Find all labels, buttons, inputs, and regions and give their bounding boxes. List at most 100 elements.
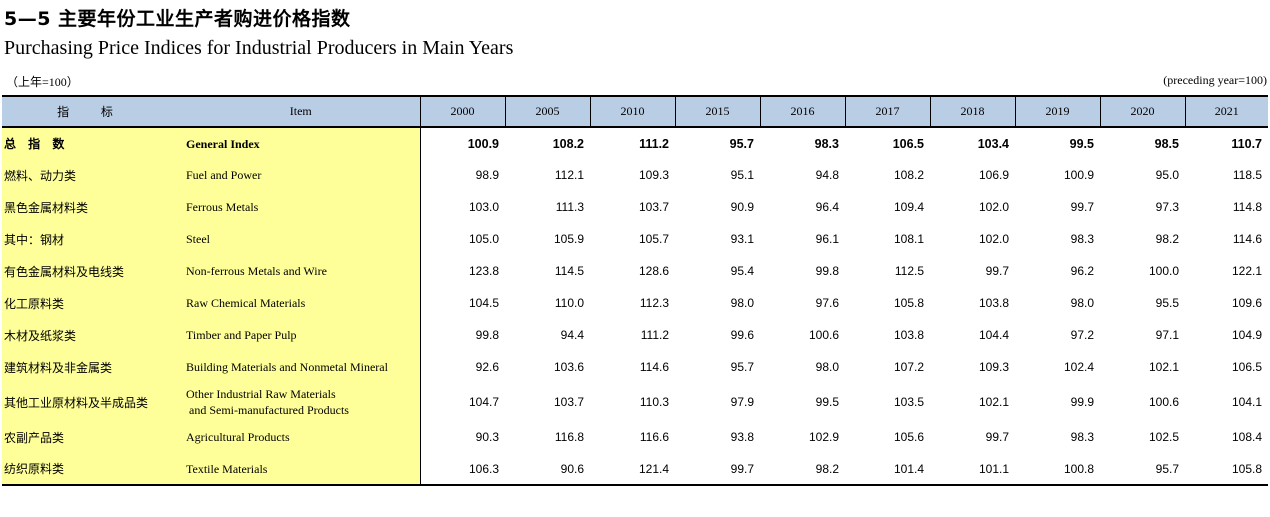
row-label-zh: 黑色金属材料类 xyxy=(2,191,182,223)
row-label-en-line2: and Semi-manufactured Products xyxy=(186,403,349,417)
value-cell: 97.6 xyxy=(815,296,839,310)
value-cell: 103.7 xyxy=(553,395,584,409)
unit-note-zh: （上年=100） xyxy=(6,75,79,89)
value-cell: 99.9 xyxy=(1070,395,1094,409)
value-cell: 105.6 xyxy=(893,430,924,444)
value-cell: 100.9 xyxy=(467,136,499,151)
value-cell: 99.8 xyxy=(815,264,839,278)
value-cell: 95.4 xyxy=(730,264,754,278)
value-cell: 95.0 xyxy=(1155,168,1179,182)
value-cell: 102.0 xyxy=(978,200,1009,214)
value-cell: 103.8 xyxy=(978,296,1009,310)
page-title-en: Purchasing Price Indices for Industrial … xyxy=(4,37,514,59)
value-cell: 94.8 xyxy=(815,168,839,182)
table-row: 木材及纸浆类 Timber and Paper Pulp 99.8 94.4 111.2… xyxy=(2,319,1268,351)
table-row: 其他工业原材料及半成品类 Other Industrial Raw Materia… xyxy=(2,383,1268,421)
price-index-table: 指 标 Item 2000 2005 2010 2015 2016 2017 2018 201… xyxy=(2,95,1268,486)
value-cell: 99.7 xyxy=(985,430,1009,444)
value-cell: 107.2 xyxy=(893,360,924,374)
value-cell: 102.9 xyxy=(808,430,839,444)
table-row: 纺织原料类 Textile Materials 106.3 90.6 121.4 99.7… xyxy=(2,453,1268,486)
value-cell: 118.5 xyxy=(1232,168,1262,182)
header-year: 2000 xyxy=(419,95,505,128)
value-cell: 98.5 xyxy=(1154,136,1179,151)
value-cell: 102.5 xyxy=(1148,430,1179,444)
value-cell: 98.3 xyxy=(1070,430,1094,444)
value-cell: 97.1 xyxy=(1155,328,1179,342)
row-label-en: Textile Materials xyxy=(182,453,421,486)
row-label-en: Fuel and Power xyxy=(182,159,421,191)
header-row: 指 标 Item 2000 2005 2010 2015 2016 2017 2018 201… xyxy=(2,95,1268,128)
row-label-zh: 有色金属材料及电线类 xyxy=(2,255,182,287)
value-cell: 105.0 xyxy=(468,232,499,246)
value-cell: 92.6 xyxy=(475,360,499,374)
value-cell: 100.6 xyxy=(808,328,839,342)
header-year: 2017 xyxy=(844,95,930,128)
value-cell: 101.4 xyxy=(845,453,930,486)
value-cell: 114.8 xyxy=(1232,200,1262,214)
value-cell: 110.7 xyxy=(1231,136,1262,151)
value-cell: 108.1 xyxy=(893,232,924,246)
row-label-zh: 纺织原料类 xyxy=(2,453,182,486)
header-year: 2021 xyxy=(1184,95,1268,128)
value-cell: 103.0 xyxy=(468,200,499,214)
row-label-zh: 化工原料类 xyxy=(2,287,182,319)
value-cell: 103.7 xyxy=(638,200,669,214)
value-cell: 109.3 xyxy=(638,168,669,182)
value-cell: 95.7 xyxy=(729,136,754,151)
row-label-en-line1: Other Industrial Raw Materials xyxy=(186,387,336,401)
value-cell: 98.3 xyxy=(1070,232,1094,246)
value-cell: 100.9 xyxy=(1063,168,1094,182)
value-cell: 111.2 xyxy=(639,136,669,151)
value-cell: 100.0 xyxy=(1148,264,1179,278)
value-cell: 109.6 xyxy=(1231,296,1262,310)
value-cell: 102.1 xyxy=(1148,360,1179,374)
value-cell: 93.1 xyxy=(730,232,754,246)
value-cell: 90.9 xyxy=(730,200,754,214)
value-cell: 122.1 xyxy=(1231,264,1262,278)
value-cell: 112.3 xyxy=(639,296,669,310)
value-cell: 104.5 xyxy=(468,296,499,310)
header-year: 2019 xyxy=(1014,95,1100,128)
value-cell: 104.1 xyxy=(1231,395,1262,409)
row-label-en: Other Industrial Raw Materials and Semi-… xyxy=(182,383,421,421)
value-cell: 100.8 xyxy=(1015,453,1100,486)
value-cell: 95.5 xyxy=(1155,296,1179,310)
value-cell: 97.3 xyxy=(1155,200,1179,214)
table-row: 化工原料类 Raw Chemical Materials 104.5 110.0 112… xyxy=(2,287,1268,319)
row-label-en: Timber and Paper Pulp xyxy=(182,319,421,351)
value-cell: 109.3 xyxy=(978,360,1009,374)
header-year: 2015 xyxy=(674,95,760,128)
row-label-en: Building Materials and Nonmetal Mineral xyxy=(182,351,421,383)
value-cell: 100.6 xyxy=(1148,395,1179,409)
header-item: Item xyxy=(182,95,420,128)
value-cell: 99.8 xyxy=(475,328,499,342)
row-label-en: Steel xyxy=(182,223,421,255)
page-title-zh: 5—5 主要年份工业生产者购进价格指数 xyxy=(4,8,351,30)
value-cell: 105.7 xyxy=(638,232,669,246)
value-cell: 111.3 xyxy=(555,200,584,214)
value-cell: 110.3 xyxy=(639,395,669,409)
value-cell: 96.2 xyxy=(1070,264,1094,278)
value-cell: 123.8 xyxy=(468,264,499,278)
value-cell: 98.2 xyxy=(1155,232,1179,246)
row-label-zh: 总 指 数 xyxy=(2,127,182,159)
header-year: 2010 xyxy=(589,95,675,128)
header-indicator: 指 标 xyxy=(2,95,182,128)
value-cell: 105.9 xyxy=(553,232,584,246)
value-cell: 114.6 xyxy=(639,360,669,374)
row-label-en: Raw Chemical Materials xyxy=(182,287,421,319)
table-body: 总 指 数 General Index 100.9 108.2 111.2 95.7 98.… xyxy=(2,127,1268,486)
value-cell: 106.3 xyxy=(420,453,505,486)
table-row: 农副产品类 Agricultural Products 90.3 116.8 116.6… xyxy=(2,421,1268,453)
value-cell: 116.6 xyxy=(639,430,669,444)
value-cell: 103.6 xyxy=(553,360,584,374)
value-cell: 95.1 xyxy=(730,168,754,182)
value-cell: 99.6 xyxy=(730,328,754,342)
value-cell: 96.4 xyxy=(815,200,839,214)
header-year: 2018 xyxy=(929,95,1015,128)
value-cell: 104.9 xyxy=(1231,328,1262,342)
value-cell: 109.4 xyxy=(893,200,924,214)
value-cell: 128.6 xyxy=(638,264,669,278)
value-cell: 94.4 xyxy=(560,328,584,342)
